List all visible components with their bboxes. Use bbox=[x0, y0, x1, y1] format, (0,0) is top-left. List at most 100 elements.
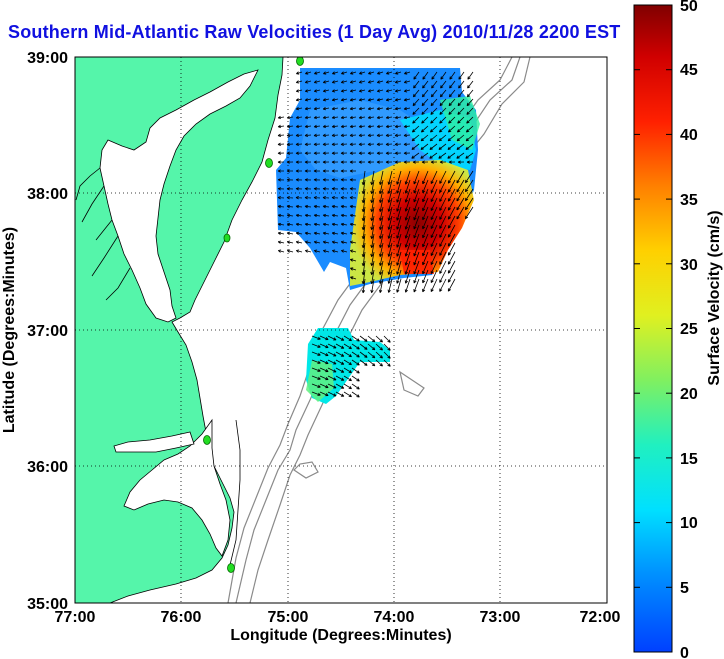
velocity-arrow bbox=[457, 160, 465, 164]
velocity-arrow bbox=[376, 142, 384, 146]
velocity-arrow bbox=[439, 242, 447, 256]
velocity-arrow bbox=[403, 106, 411, 111]
velocity-arrow bbox=[331, 160, 339, 164]
velocity-arrow bbox=[394, 80, 402, 84]
y-tick-label: 37:00 bbox=[27, 323, 68, 340]
velocity-arrow bbox=[404, 188, 411, 203]
velocity-arrow bbox=[358, 80, 366, 84]
velocity-arrow bbox=[349, 187, 357, 191]
velocity-arrow bbox=[383, 335, 391, 343]
velocity-arrow bbox=[439, 278, 447, 292]
y-tick-labels: 39:00 38:00 37:00 36:00 35:00 bbox=[27, 50, 68, 613]
velocity-arrow bbox=[349, 106, 357, 111]
velocity-arrow bbox=[335, 383, 345, 389]
velocity-arrow bbox=[370, 242, 375, 258]
velocity-arrow bbox=[379, 224, 384, 239]
velocity-arrow bbox=[440, 71, 447, 80]
velocity-arrow bbox=[313, 142, 321, 146]
velocity-arrow bbox=[395, 71, 402, 75]
velocity-arrow bbox=[456, 125, 465, 133]
velocity-arrow bbox=[413, 251, 420, 266]
velocity-arrow bbox=[404, 242, 411, 257]
velocity-arrow bbox=[331, 133, 339, 137]
velocity-arrow bbox=[367, 89, 375, 93]
velocity-arrow bbox=[413, 170, 420, 185]
velocity-arrow bbox=[403, 133, 411, 137]
velocity-arrow bbox=[458, 71, 465, 80]
velocity-arrow bbox=[367, 160, 375, 164]
velocity-arrow bbox=[370, 197, 375, 213]
x-tick-label: 76:00 bbox=[161, 609, 202, 626]
velocity-arrow bbox=[430, 251, 438, 266]
velocity-arrow bbox=[421, 89, 429, 98]
velocity-arrow bbox=[413, 260, 420, 275]
velocity-arrow bbox=[367, 151, 375, 155]
velocity-arrow bbox=[430, 197, 438, 212]
velocity-arrow bbox=[313, 151, 321, 155]
velocity-arrow bbox=[304, 115, 312, 120]
velocity-arrow bbox=[340, 187, 348, 191]
y-tick-label: 39:00 bbox=[27, 50, 68, 67]
velocity-arrow bbox=[403, 151, 411, 155]
velocity-arrow bbox=[465, 170, 474, 184]
velocity-vectors bbox=[277, 71, 474, 398]
velocity-arrow bbox=[349, 196, 357, 200]
velocity-arrow bbox=[431, 80, 438, 89]
velocity-arrow bbox=[420, 143, 429, 150]
colorbar-tick-label: 25 bbox=[680, 321, 698, 338]
velocity-arrow bbox=[413, 269, 420, 284]
velocity-arrow bbox=[465, 134, 474, 142]
velocity-arrow bbox=[439, 107, 447, 115]
barrier-islands bbox=[229, 419, 241, 566]
velocity-arrow bbox=[331, 196, 339, 200]
velocity-arrow bbox=[376, 89, 384, 93]
velocity-arrow bbox=[370, 206, 375, 222]
velocity-arrow bbox=[422, 251, 429, 266]
velocity-arrow bbox=[387, 260, 393, 275]
velocity-arrow bbox=[396, 188, 402, 203]
velocity-arrow bbox=[322, 133, 330, 137]
velocity-arrow bbox=[403, 142, 411, 146]
radar-stations bbox=[203, 57, 304, 573]
velocity-arrow bbox=[277, 196, 285, 200]
velocity-arrow bbox=[387, 179, 393, 194]
velocity-arrow bbox=[277, 213, 285, 218]
velocity-arrow bbox=[375, 343, 383, 351]
velocity-arrow bbox=[340, 169, 347, 173]
velocity-arrow bbox=[447, 242, 456, 256]
velocity-arrow bbox=[413, 242, 420, 257]
velocity-arrow bbox=[404, 206, 411, 221]
velocity-arrow bbox=[313, 231, 321, 236]
velocity-arrow bbox=[327, 383, 337, 389]
velocity-arrow bbox=[370, 269, 375, 285]
velocity-arrow bbox=[379, 278, 384, 293]
velocity-arrow bbox=[304, 133, 312, 137]
velocity-arrow bbox=[313, 160, 321, 164]
velocity-arrow bbox=[311, 383, 321, 388]
velocity-arrow bbox=[447, 206, 456, 220]
velocity-arrow bbox=[387, 233, 393, 248]
velocity-arrow bbox=[404, 71, 411, 75]
velocity-arrow bbox=[304, 169, 311, 173]
velocity-arrow bbox=[277, 240, 285, 244]
velocity-arrow bbox=[413, 197, 420, 212]
velocity-arrow bbox=[370, 170, 375, 186]
velocity-arrow bbox=[277, 222, 285, 227]
velocity-arrow bbox=[456, 206, 465, 220]
velocity-arrow bbox=[439, 197, 447, 211]
velocity-arrow bbox=[420, 134, 429, 142]
velocity-arrow bbox=[322, 169, 329, 173]
velocity-arrow bbox=[311, 343, 321, 348]
velocity-arrow bbox=[358, 133, 366, 137]
colorbar-ticks bbox=[634, 4, 672, 653]
velocity-arrow bbox=[304, 204, 312, 209]
velocity-arrow bbox=[387, 206, 393, 221]
velocity-arrow bbox=[295, 80, 303, 84]
velocity-arrow bbox=[456, 152, 465, 159]
velocity-arrow bbox=[331, 187, 339, 191]
velocity-arrow bbox=[313, 213, 321, 218]
velocity-arrow bbox=[430, 242, 438, 257]
velocity-arrow bbox=[430, 116, 438, 124]
velocity-arrow bbox=[413, 206, 420, 221]
